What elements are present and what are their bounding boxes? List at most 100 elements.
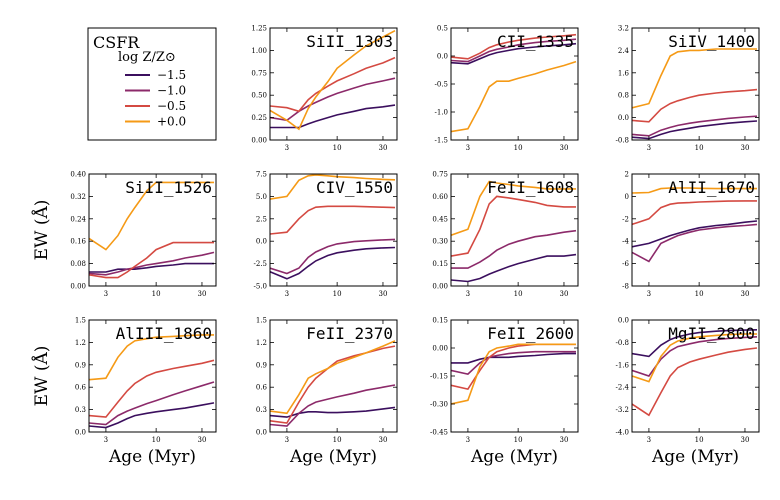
- x-tick-label: 30: [198, 436, 207, 444]
- y-tick-label: 1.5: [256, 317, 267, 325]
- x-tick-label: 10: [514, 436, 523, 444]
- x-tick-label: 3: [466, 290, 470, 298]
- y-tick-label: 0.0: [437, 53, 448, 61]
- panel-title: SiIV_1400: [668, 32, 755, 51]
- x-tick-label: 30: [741, 436, 750, 444]
- x-tick-label: 30: [198, 290, 207, 298]
- x-axis-label: Age (Myr): [289, 447, 377, 467]
- y-tick-label: 0.60: [432, 193, 448, 201]
- series-line: [451, 42, 577, 65]
- y-tick-label: 0.00: [432, 283, 448, 291]
- x-tick-label: 3: [285, 290, 289, 298]
- y-tick-label: 2.4: [618, 47, 630, 55]
- panel-title: CII_1335: [497, 32, 574, 51]
- y-tick-label: 0.75: [432, 171, 448, 179]
- y-tick-label: 0.9: [75, 361, 86, 369]
- series-line: [451, 60, 577, 133]
- x-tick-label: 10: [695, 436, 704, 444]
- y-tick-label: 3.2: [618, 25, 629, 33]
- x-tick-label: 30: [741, 144, 750, 152]
- series-line: [89, 381, 215, 426]
- y-tick-label: -2.5: [254, 260, 268, 268]
- panel-title: SiII_1303: [306, 32, 393, 51]
- x-tick-label: 10: [333, 144, 342, 152]
- y-tick-label: 0.40: [70, 171, 86, 179]
- x-tick-label: 3: [104, 436, 108, 444]
- y-axis-label: EW (Å): [31, 346, 52, 407]
- y-tick-label: -1.5: [435, 137, 449, 145]
- series-line: [632, 347, 758, 417]
- chart-panel: 0.00 0.08 0.16 0.24 0.32 0.40 3 10 30 SiII_1526 EW…: [31, 171, 217, 298]
- y-tick-label: 0.45: [432, 215, 448, 223]
- y-tick-label: 7.5: [256, 171, 267, 179]
- legend-label: −1.5: [157, 68, 186, 82]
- series-line: [632, 223, 758, 263]
- plot-frame: [631, 173, 760, 287]
- chart-panel: 0.0 0.3 0.6 0.9 1.2 1.5 3 10 30 FeII_2370 Age (Myr…: [256, 317, 398, 467]
- y-tick-label: 0.5: [437, 25, 448, 33]
- y-tick-label: 2: [625, 171, 629, 179]
- panel-title: MgII_2800: [668, 324, 755, 343]
- y-tick-label: 0.0: [256, 238, 267, 246]
- series-line: [270, 406, 396, 418]
- y-tick-label: 0.24: [70, 215, 86, 223]
- y-tick-label: 0.3: [256, 406, 267, 414]
- series-line: [270, 384, 396, 427]
- chart-panel: 0.00 0.15 0.30 0.45 0.60 0.75 3 10 30 FeII_1608: [432, 171, 579, 298]
- y-tick-label: 1.2: [256, 339, 267, 347]
- chart-panel: -4.0 -3.2 -2.4 -1.6 -0.8 0.0 3 10 30 MgII_2800 Age…: [616, 317, 760, 467]
- y-tick-label: 0.9: [256, 361, 267, 369]
- y-tick-label: -0.8: [616, 339, 630, 347]
- chart-panel: -5.0 -2.5 0.0 2.5 5.0 7.5 3 10 30 CIV_1550: [254, 171, 398, 298]
- series-line: [451, 253, 577, 283]
- y-tick-label: 2.5: [256, 215, 267, 223]
- series-line: [89, 262, 214, 273]
- x-axis-label: Age (Myr): [470, 447, 558, 467]
- x-tick-label: 10: [333, 290, 342, 298]
- x-tick-label: 30: [379, 436, 388, 444]
- chart-panel: -0.45 -0.30 -0.15 0.00 0.15 3 10 30 FeII_2600 Age…: [430, 317, 579, 467]
- y-tick-label: 0.6: [75, 384, 87, 392]
- x-tick-label: 30: [560, 144, 569, 152]
- series-line: [451, 33, 577, 60]
- x-axis-label: Age (Myr): [651, 447, 739, 467]
- y-tick-label: -1.6: [616, 361, 630, 369]
- legend-panel: CSFR log Z/Z⊙ −1.5 −1.0−0.5 +0.0: [87, 27, 217, 141]
- plot-frame: [88, 173, 217, 287]
- series-line: [270, 238, 396, 275]
- y-tick-label: 0.0: [75, 429, 86, 437]
- series-line: [270, 246, 396, 280]
- y-tick-label: 1.25: [251, 25, 267, 33]
- y-tick-label: 0.15: [432, 317, 448, 325]
- y-tick-label: 0: [625, 193, 629, 201]
- x-tick-label: 3: [647, 290, 651, 298]
- y-tick-label: -4.0: [616, 429, 630, 437]
- plot-frame: [269, 319, 398, 433]
- series-line: [632, 187, 757, 194]
- x-tick-label: 30: [560, 290, 569, 298]
- y-tick-label: -4: [622, 238, 629, 246]
- x-tick-label: 10: [695, 144, 704, 152]
- panel-title: AlIII_1860: [116, 324, 212, 343]
- panel-title: SiII_1526: [125, 178, 212, 197]
- plot-frame: [269, 27, 398, 141]
- series-line: [451, 343, 576, 405]
- y-tick-label: 0.16: [70, 238, 86, 246]
- series-line: [632, 333, 757, 383]
- legend-label: +0.0: [157, 115, 186, 129]
- y-tick-label: 0.3: [75, 406, 86, 414]
- series-line: [632, 88, 758, 123]
- y-tick-label: -0.45: [430, 429, 448, 437]
- y-tick-label: 1.2: [75, 339, 86, 347]
- chart-panel: -1.5 -1.0 -0.5 0.0 0.5 3 10 30 CII_1335: [435, 25, 579, 152]
- y-tick-label: 0.00: [432, 345, 448, 353]
- x-tick-label: 30: [379, 144, 388, 152]
- legend-label: −1.0: [157, 84, 186, 98]
- x-tick-label: 30: [560, 436, 569, 444]
- x-axis-label: Age (Myr): [108, 447, 196, 467]
- x-tick-label: 30: [741, 290, 750, 298]
- x-tick-label: 3: [647, 436, 651, 444]
- series-line: [632, 48, 757, 109]
- y-tick-label: 0.0: [618, 114, 629, 122]
- legend-title: log Z/Z⊙: [118, 50, 176, 65]
